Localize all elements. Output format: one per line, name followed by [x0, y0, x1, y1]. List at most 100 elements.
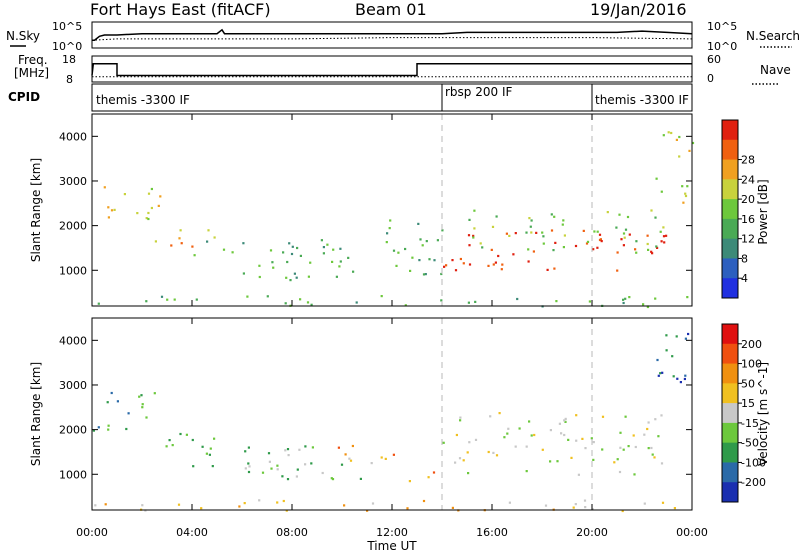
scatter-cell — [389, 219, 392, 222]
colorbar-tick-label: 15 — [741, 397, 755, 410]
scatter-cell — [107, 216, 110, 219]
scatter-cell — [281, 475, 284, 478]
scatter-cell — [307, 275, 310, 278]
scatter-cell — [527, 260, 530, 263]
sky-noise-series — [92, 28, 693, 41]
scatter-cell — [663, 241, 666, 244]
scatter-cell — [295, 276, 298, 279]
scatter-cell — [442, 441, 445, 444]
scatter-cell — [684, 192, 687, 195]
scatter-cell — [231, 251, 234, 254]
colorbar-swatch — [722, 363, 738, 384]
scatter-cell — [304, 463, 307, 466]
scatter-cell — [343, 504, 346, 507]
scatter-cell — [422, 273, 426, 276]
scatter-cell — [418, 259, 421, 262]
scatter-cell — [408, 480, 411, 483]
freq-unit-label: [MHz] — [14, 66, 49, 80]
scatter-cell — [322, 252, 325, 255]
scatter-cell — [179, 229, 182, 232]
scatter-cell — [650, 446, 653, 450]
scatter-cell — [665, 349, 668, 352]
scatter-cell — [404, 247, 407, 251]
scatter-cell — [339, 247, 342, 250]
scatter-cell — [549, 460, 552, 463]
scatter-cell — [683, 377, 686, 381]
velocity-scatter — [92, 332, 690, 513]
scatter-cell — [424, 273, 427, 276]
scatter-cell — [606, 211, 609, 214]
scatter-cell — [512, 253, 515, 256]
scatter-cell — [650, 209, 653, 212]
scatter-cell — [541, 231, 544, 234]
power-scatter — [97, 131, 695, 309]
scatter-cell — [205, 452, 208, 455]
scatter-cell — [140, 394, 143, 397]
colorbar-swatch — [722, 462, 738, 483]
scatter-cell — [145, 217, 148, 220]
scatter-cell — [592, 441, 595, 444]
scatter-cell — [492, 263, 495, 266]
scatter-cell — [338, 265, 341, 268]
x-tick-label: 04:00 — [176, 526, 208, 539]
scatter-cell — [359, 477, 362, 480]
scatter-cell — [441, 229, 444, 232]
noise-right-tick-bottom: 10^0 — [707, 40, 737, 53]
scatter-cell — [621, 509, 624, 513]
scatter-cell — [455, 433, 458, 437]
scatter-cell — [331, 260, 334, 263]
scatter-cell — [487, 450, 490, 454]
noise-left-tick-bottom: 10^0 — [52, 40, 82, 53]
scatter-cell — [474, 438, 478, 441]
scatter-cell — [596, 246, 599, 249]
scatter-cell — [583, 499, 587, 502]
noise-left-tick-top: 10^5 — [52, 20, 82, 33]
scatter-cell — [322, 246, 325, 249]
scatter-cell — [123, 193, 126, 196]
x-tick-label: 16:00 — [476, 526, 508, 539]
scatter-cell — [352, 270, 355, 273]
scatter-cell — [584, 506, 587, 509]
scatter-cell — [620, 238, 623, 241]
colorbar-tick-label: 4 — [741, 272, 748, 285]
scatter-cell — [673, 507, 676, 510]
scatter-cell — [246, 295, 249, 298]
scatter-cell — [684, 374, 687, 377]
scatter-cell — [618, 213, 621, 216]
scatter-cell — [160, 295, 164, 298]
scatter-cell — [192, 465, 195, 468]
scatter-cell — [550, 229, 554, 232]
scatter-cell — [574, 244, 578, 248]
scatter-cell — [384, 457, 387, 460]
frequency-panel: Freq. [MHz] 18 8 60 0 Nave — [14, 53, 791, 86]
scatter-cell — [247, 462, 250, 465]
scatter-cell — [284, 302, 287, 305]
scatter-cell — [561, 223, 564, 226]
scatter-cell — [287, 454, 290, 457]
scatter-cell — [492, 451, 495, 454]
scatter-cell — [288, 242, 291, 245]
scatter-cell — [675, 335, 678, 338]
scatter-cell — [385, 241, 388, 244]
scatter-cell — [473, 227, 476, 230]
scatter-cell — [672, 375, 675, 378]
scatter-cell — [267, 452, 271, 455]
scatter-cell — [651, 453, 654, 456]
scatter-cell — [562, 219, 565, 222]
scatter-cell — [170, 244, 173, 247]
scatter-cell — [370, 462, 373, 465]
scatter-cell — [661, 371, 664, 374]
y-tick-label: 4000 — [59, 334, 87, 347]
scatter-cell — [440, 299, 443, 302]
scatter-cell — [304, 445, 307, 448]
scatter-cell — [474, 300, 477, 303]
y-tick-label: 3000 — [59, 379, 87, 392]
colorbar-swatch — [722, 403, 738, 424]
scatter-cell — [159, 195, 162, 198]
colorbar-tick-label: 8 — [741, 252, 748, 265]
scatter-cell — [532, 250, 535, 253]
scatter-cell — [570, 456, 573, 459]
scatter-cell — [285, 276, 288, 279]
scatter-cell — [116, 400, 119, 403]
scatter-cell — [686, 296, 689, 299]
